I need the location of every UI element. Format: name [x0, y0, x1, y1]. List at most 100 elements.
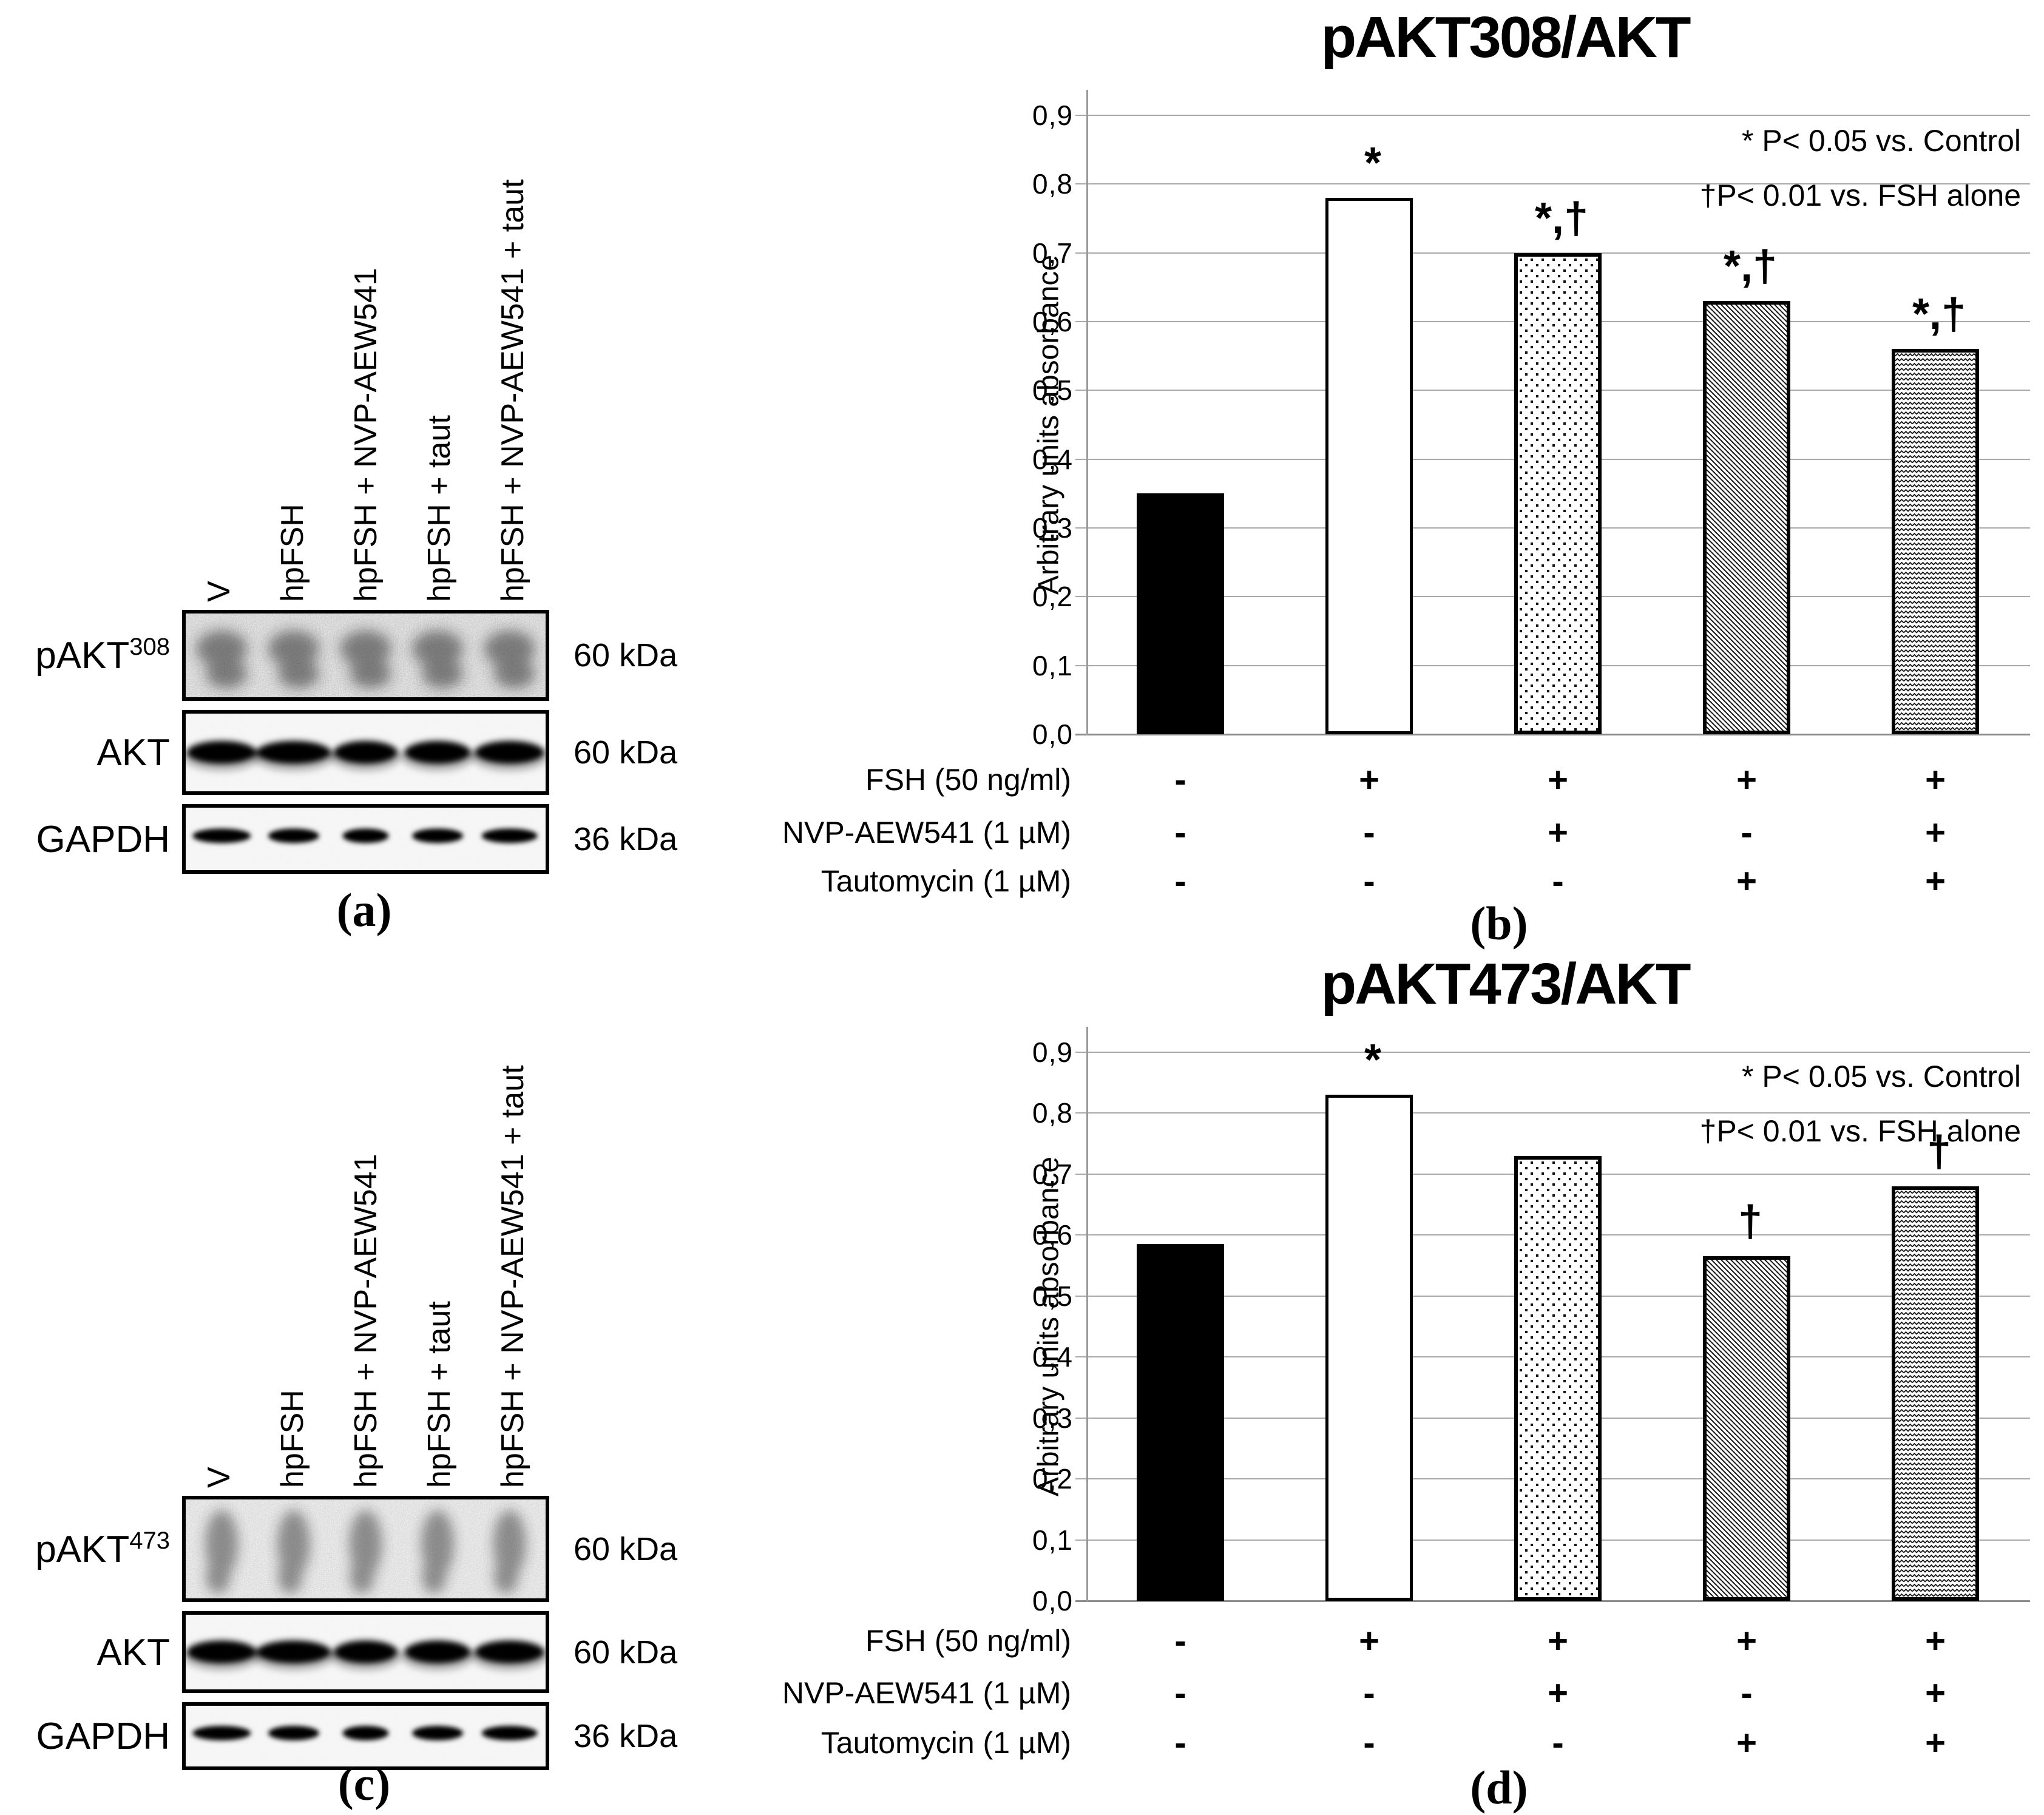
- gridline: [1075, 183, 2030, 185]
- condition-row-label: NVP-AEW541 (1 µM): [782, 816, 1071, 850]
- lane-label: hpFSH + NVP-AEW541 + taut: [495, 179, 530, 602]
- bar-zigzag: [1892, 349, 1979, 734]
- significance-legend-line: †P< 0.01 vs. FSH alone: [1699, 1114, 2021, 1148]
- condition-value: -: [1363, 813, 1375, 853]
- condition-value: +: [1736, 760, 1757, 800]
- blot-box: [182, 1611, 549, 1693]
- significance-legend-line: * P< 0.05 vs. Control: [1742, 1060, 2021, 1093]
- blot-row-label-text: pAKT: [35, 634, 130, 677]
- bar-pattern-diagonal: [1707, 305, 1787, 731]
- condition-value: +: [1925, 861, 1946, 901]
- condition-value: +: [1925, 1723, 1946, 1763]
- bar-white: [1325, 198, 1413, 734]
- molecular-weight-label: 60 kDa: [574, 1530, 678, 1567]
- molecular-weight-label: 60 kDa: [574, 1634, 678, 1671]
- lane-label: hpFSH: [274, 1390, 310, 1488]
- gridline: [1075, 1539, 2030, 1541]
- gridline: [1075, 1112, 2030, 1114]
- condition-value: -: [1363, 861, 1375, 901]
- blot-row-label-text: pAKT: [35, 1528, 130, 1570]
- y-axis-tick-label: 0,4: [1032, 443, 1073, 475]
- significance-annotation: *: [1364, 1036, 1382, 1085]
- gridline: [1075, 1295, 2030, 1297]
- condition-value: +: [1736, 1621, 1757, 1661]
- condition-value: +: [1359, 1621, 1379, 1661]
- bar-pattern-zigzag: [1895, 353, 1975, 731]
- blot-box: [182, 610, 549, 701]
- condition-value: +: [1736, 861, 1757, 901]
- lane-label: V: [201, 1467, 237, 1488]
- y-axis-tick-label: 0,1: [1032, 649, 1073, 681]
- condition-row-label: NVP-AEW541 (1 µM): [782, 1676, 1071, 1710]
- condition-value: +: [1548, 760, 1568, 800]
- bar-pattern-dots: [1518, 256, 1598, 731]
- gridline: [1075, 1173, 2030, 1175]
- y-axis-tick-label: 0,0: [1032, 1585, 1073, 1617]
- condition-value: -: [1174, 1621, 1186, 1661]
- y-axis-title: Arbitrary units absorbance: [1032, 1156, 1065, 1497]
- chart-title: pAKT308/AKT: [1321, 5, 1691, 70]
- bar-pattern-dots: [1518, 1159, 1598, 1597]
- condition-value: -: [1552, 1723, 1564, 1763]
- blot-row-label: pAKT473: [6, 1527, 170, 1571]
- significance-legend-line: * P< 0.05 vs. Control: [1742, 124, 2021, 158]
- significance-annotation: *: [1364, 139, 1382, 188]
- blot-row-label-text: AKT: [96, 731, 170, 774]
- y-axis-tick-label: 0,2: [1032, 581, 1073, 613]
- condition-value: +: [1925, 760, 1946, 800]
- y-axis-line: [1086, 1027, 1088, 1602]
- significance-annotation: †: [1926, 1127, 1952, 1176]
- y-axis-tick-label: 0,6: [1032, 306, 1073, 337]
- blot-box: [182, 804, 549, 874]
- condition-value: -: [1741, 1673, 1753, 1713]
- significance-annotation: †: [1738, 1197, 1763, 1246]
- bar-diagonal: [1703, 301, 1790, 734]
- molecular-weight-label: 36 kDa: [574, 820, 678, 857]
- condition-value: -: [1363, 1673, 1375, 1713]
- condition-row-label: Tautomycin (1 µM): [821, 864, 1071, 898]
- y-axis-tick-label: 0,9: [1032, 1036, 1073, 1068]
- condition-row-label: FSH (50 ng/ml): [865, 763, 1071, 797]
- blot-row-label: AKT: [6, 731, 170, 774]
- condition-value: -: [1174, 760, 1186, 800]
- significance-annotation: *,†: [1912, 290, 1966, 339]
- panel-caption: (c): [337, 1757, 391, 1810]
- y-axis-title: Arbitrary units absorbance: [1032, 254, 1065, 595]
- y-axis-tick-label: 0,3: [1032, 1402, 1073, 1434]
- condition-value: -: [1363, 1723, 1375, 1763]
- gridline: [1075, 115, 2030, 116]
- lane-label: hpFSH: [274, 504, 310, 602]
- blot-row-label: AKT: [6, 1631, 170, 1674]
- y-axis-tick-label: 0,9: [1032, 100, 1073, 131]
- molecular-weight-label: 60 kDa: [574, 637, 678, 674]
- condition-value: +: [1925, 1673, 1946, 1713]
- chart-title: pAKT473/AKT: [1321, 951, 1691, 1016]
- condition-value: -: [1174, 861, 1186, 901]
- gridline: [1075, 252, 2030, 254]
- gridline: [1075, 390, 2030, 391]
- condition-value: +: [1925, 813, 1946, 853]
- gridline: [1075, 664, 2030, 666]
- blot-image: [186, 1615, 546, 1689]
- gridline: [1075, 1234, 2030, 1236]
- gridline: [1075, 1417, 2030, 1419]
- blot-box: [182, 710, 549, 795]
- bar-dots: [1514, 1155, 1602, 1601]
- chart-caption: (b): [1470, 897, 1528, 950]
- gridline: [1075, 321, 2030, 322]
- gridline: [1075, 458, 2030, 460]
- y-axis-tick-label: 0,0: [1032, 718, 1073, 750]
- panel-caption: (a): [336, 884, 392, 936]
- blot-row-label: GAPDH: [6, 1714, 170, 1758]
- blot-image: [186, 1499, 546, 1598]
- y-axis-tick-label: 0,3: [1032, 512, 1073, 544]
- bar-solid-black: [1137, 1244, 1224, 1601]
- significance-annotation: *,†: [1534, 194, 1589, 243]
- condition-value: +: [1925, 1621, 1946, 1661]
- blot-image: [186, 714, 546, 791]
- lane-label: hpFSH + taut: [421, 1301, 457, 1488]
- lane-label: hpFSH + taut: [421, 415, 457, 602]
- gridline: [1075, 1052, 2030, 1053]
